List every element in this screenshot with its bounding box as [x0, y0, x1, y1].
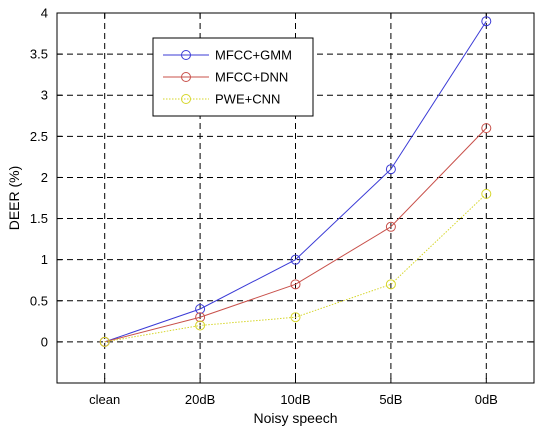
- series-pwe-cnn: [99, 188, 492, 347]
- series-group: [99, 16, 492, 347]
- data-point: [290, 279, 301, 290]
- x-axis-ticks: clean 20dB 10dB 5dB 0dB: [89, 13, 498, 407]
- x-tick-label: 20dB: [185, 392, 215, 407]
- y-tick-label: 0.5: [30, 293, 48, 308]
- data-point: [99, 336, 110, 347]
- y-tick-label: 2.5: [30, 129, 48, 144]
- y-tick-label: 2: [41, 170, 48, 185]
- legend: MFCC+GMM MFCC+DNN PWE+CNN: [152, 37, 314, 117]
- x-tick-label: 10dB: [280, 392, 310, 407]
- data-point: [385, 279, 396, 290]
- data-point: [290, 312, 301, 323]
- x-tick-label: 0dB: [475, 392, 498, 407]
- series-line: [104, 193, 487, 343]
- y-tick-label: 1.5: [30, 211, 48, 226]
- y-tick-label: 4: [41, 6, 48, 21]
- x-axis-title: Noisy speech: [253, 410, 337, 426]
- y-tick-label: 0: [41, 334, 48, 349]
- data-point: [195, 304, 206, 314]
- legend-label: MFCC+DNN: [215, 70, 288, 85]
- data-point: [195, 320, 206, 331]
- legend-marker: [181, 50, 191, 60]
- y-axis-title: DEER (%): [6, 166, 22, 231]
- data-point: [385, 221, 396, 232]
- y-tick-label: 3.5: [30, 47, 48, 62]
- data-point: [481, 188, 492, 199]
- data-point: [195, 312, 206, 323]
- x-tick-label: 5dB: [379, 392, 402, 407]
- data-point: [481, 123, 492, 134]
- legend-label: MFCC+GMM: [215, 48, 292, 63]
- data-point: [290, 254, 301, 265]
- legend-label: PWE+CNN: [215, 92, 280, 107]
- legend-marker: [181, 94, 191, 104]
- y-axis-ticks: 0 0.5 1 1.5 2 2.5 3 3.5 4: [30, 6, 534, 349]
- legend-marker: [181, 72, 191, 82]
- data-point: [481, 16, 492, 27]
- series-line: [104, 20, 487, 343]
- y-tick-label: 3: [41, 88, 48, 103]
- data-point: [385, 164, 396, 175]
- x-tick-label: clean: [89, 392, 120, 407]
- y-tick-label: 1: [41, 252, 48, 267]
- series-line: [104, 127, 487, 343]
